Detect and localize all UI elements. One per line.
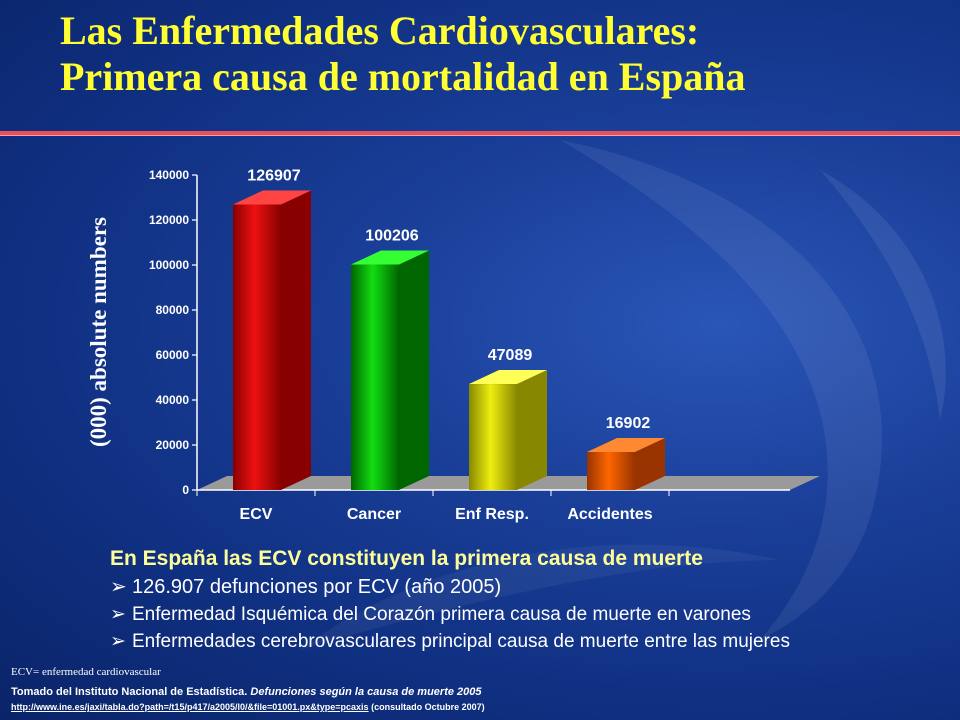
x-tick-label: Accidentes — [567, 506, 652, 523]
bullet-text: 126.907 defunciones por ECV (año 2005) — [132, 576, 502, 598]
bar-top — [587, 437, 665, 452]
title-line-2: Primera causa de mortalidad en España — [60, 54, 746, 99]
source-title: Defunciones según la causa de muerte 200… — [250, 686, 482, 698]
source-reference: http://www.ine.es/jaxi/tabla.do?path=/t1… — [11, 702, 485, 712]
y-tick-label: 0 — [182, 483, 189, 497]
bullet-item: ➢ 126.907 defunciones por ECV (año 2005) — [110, 574, 910, 601]
x-tick-label: ECV — [240, 506, 273, 523]
bar-top — [351, 250, 429, 265]
source-link[interactable]: http://www.ine.es/jaxi/tabla.do?path=/t1… — [11, 702, 369, 712]
title-divider — [0, 131, 960, 135]
title-divider-highlight — [0, 135, 960, 136]
slide-title: Las Enfermedades Cardiovasculares: Prime… — [60, 8, 940, 100]
bar — [233, 204, 281, 491]
bar — [469, 384, 517, 490]
y-tick-label: 20000 — [156, 438, 190, 452]
bar — [587, 451, 635, 490]
summary-block: En España las ECV constituyen la primera… — [110, 544, 910, 655]
bar-side — [399, 250, 429, 490]
bullet-text: Enfermedades cerebrovasculares principal… — [132, 631, 790, 652]
x-tick-label: Cancer — [347, 506, 401, 523]
y-tick-label: 120000 — [149, 213, 189, 227]
y-tick-label: 40000 — [156, 393, 190, 407]
source-prefix: Tomado del Instituto Nacional de Estadís… — [11, 686, 248, 698]
x-tick-label: Enf Resp. — [455, 506, 529, 523]
y-tick-label: 100000 — [149, 258, 189, 272]
source-citation: Tomado del Instituto Nacional de Estadís… — [11, 686, 482, 698]
y-tick-label: 60000 — [156, 348, 190, 362]
bar-top — [233, 190, 311, 205]
bar-top — [469, 370, 547, 385]
bar-side — [517, 370, 547, 490]
bullet-arrow-icon: ➢ — [110, 604, 126, 625]
bar-side — [635, 437, 665, 490]
bar-value-label: 16902 — [606, 415, 651, 432]
bar-value-label: 126907 — [247, 167, 300, 184]
source-note: (consultado Octubre 2007) — [371, 702, 485, 712]
bar-chart: 020000400006000080000100000120000140000 … — [149, 167, 820, 523]
footnote-abbreviation: ECV= enfermedad cardiovascular — [11, 666, 161, 678]
bullet-arrow-icon: ➢ — [110, 576, 127, 598]
summary-headline: En España las ECV constituyen la primera… — [110, 547, 703, 570]
bar-side — [281, 190, 311, 491]
y-tick-label: 80000 — [156, 303, 190, 317]
bullet-item: ➢ Enfermedad Isquémica del Corazón primer… — [110, 601, 910, 628]
bullet-item: ➢ Enfermedades cerebrovasculares principa… — [110, 628, 910, 655]
bar-value-label: 47089 — [488, 347, 533, 364]
y-tick-label: 140000 — [149, 168, 189, 182]
bar-value-label: 100206 — [365, 228, 418, 245]
bar — [351, 264, 399, 490]
title-line-1: Las Enfermedades Cardiovasculares: — [60, 8, 700, 53]
bullet-arrow-icon: ➢ — [110, 631, 126, 652]
bullet-text: Enfermedad Isquémica del Corazón primera… — [132, 604, 751, 625]
